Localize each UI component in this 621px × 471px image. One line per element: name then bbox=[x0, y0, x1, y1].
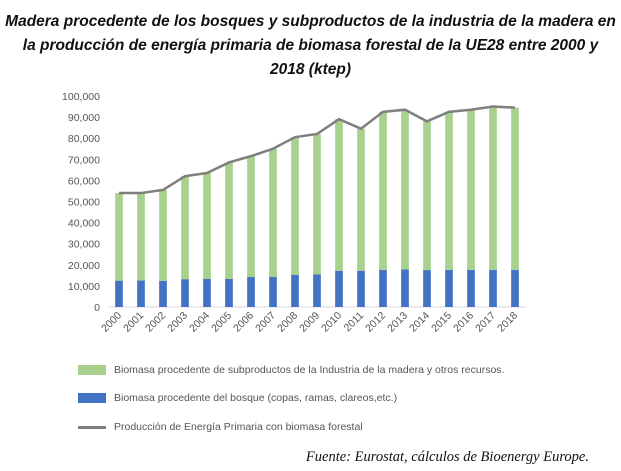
y-tick-label: 100,000 bbox=[62, 91, 100, 103]
bar-subproductos bbox=[247, 156, 255, 278]
chart-title: Madera procedente de los bosques y subpr… bbox=[5, 13, 616, 78]
bar-subproductos bbox=[269, 148, 277, 277]
x-axis: 2000200120022003200420052006200720082009… bbox=[99, 310, 520, 335]
legend-item-bosque: Biomasa procedente del bosque (copas, ra… bbox=[78, 390, 397, 406]
bar-bosque bbox=[445, 269, 453, 307]
bar-subproductos bbox=[313, 133, 321, 275]
x-tick-label: 2007 bbox=[253, 310, 278, 335]
x-tick-label: 2014 bbox=[407, 310, 432, 335]
x-tick-label: 2011 bbox=[342, 310, 367, 335]
x-tick-label: 2009 bbox=[297, 310, 322, 335]
legend-swatch-subproductos bbox=[78, 365, 106, 375]
legend-label-total: Producción de Energía Primaria con bioma… bbox=[114, 421, 363, 433]
y-tick-label: 60,000 bbox=[68, 175, 100, 187]
legend-swatch-total bbox=[78, 425, 106, 429]
bar-subproductos bbox=[225, 162, 233, 279]
y-tick-label: 0 bbox=[94, 302, 100, 314]
y-tick-label: 90,000 bbox=[68, 112, 100, 124]
legend-item-total: Producción de Energía Primaria con bioma… bbox=[78, 419, 363, 435]
x-tick-label: 2010 bbox=[319, 310, 344, 335]
y-tick-label: 70,000 bbox=[68, 154, 100, 166]
series-subproductos bbox=[115, 106, 519, 281]
x-tick-label: 2004 bbox=[187, 310, 212, 335]
bar-bosque bbox=[313, 274, 321, 307]
bar-subproductos bbox=[423, 121, 431, 271]
bar-bosque bbox=[159, 280, 167, 307]
x-tick-label: 2017 bbox=[473, 310, 498, 335]
bar-bosque bbox=[247, 277, 255, 307]
bar-bosque bbox=[137, 280, 145, 307]
bar-subproductos bbox=[511, 107, 519, 270]
x-tick-label: 2005 bbox=[209, 310, 234, 335]
y-tick-label: 30,000 bbox=[68, 239, 100, 251]
bar-bosque bbox=[269, 276, 277, 307]
bar-bosque bbox=[115, 280, 123, 307]
x-tick-label: 2003 bbox=[165, 310, 190, 335]
y-tick-label: 20,000 bbox=[68, 260, 100, 272]
legend-label-bosque: Biomasa procedente del bosque (copas, ra… bbox=[114, 392, 398, 404]
series-total-line bbox=[119, 105, 516, 195]
x-tick-label: 2013 bbox=[385, 310, 410, 335]
bar-subproductos bbox=[357, 128, 365, 271]
y-axis: 0 10,000 20,000 30,000 40,000 50,000 60,000 70,… bbox=[62, 91, 100, 314]
x-tick-label: 2015 bbox=[429, 310, 454, 335]
bar-bosque bbox=[225, 278, 233, 307]
x-tick-label: 2000 bbox=[99, 310, 124, 335]
y-tick-label: 80,000 bbox=[68, 133, 100, 145]
bar-bosque bbox=[467, 269, 475, 307]
x-tick-label: 2012 bbox=[363, 310, 388, 335]
y-tick-label: 40,000 bbox=[68, 218, 100, 230]
bar-subproductos bbox=[291, 137, 299, 275]
x-tick-label: 2018 bbox=[495, 310, 520, 335]
x-tick-label: 2001 bbox=[121, 310, 146, 335]
bar-subproductos bbox=[203, 173, 211, 279]
bar-bosque bbox=[423, 270, 431, 307]
source-note: Fuente: Eurostat, cálculos de Bioenergy … bbox=[305, 449, 589, 465]
legend-label-subproductos: Biomasa procedente de subproductos de la… bbox=[114, 364, 505, 376]
bar-subproductos bbox=[467, 109, 475, 270]
y-tick-label: 10,000 bbox=[68, 281, 100, 293]
bar-bosque bbox=[489, 269, 497, 307]
series-bosque bbox=[115, 269, 519, 307]
x-tick-label: 2006 bbox=[231, 310, 256, 335]
bar-bosque bbox=[511, 269, 519, 307]
bar-subproductos bbox=[137, 193, 145, 281]
legend-item-subproductos: Biomasa procedente de subproductos de la… bbox=[78, 362, 504, 378]
bar-subproductos bbox=[181, 176, 189, 280]
y-tick-label: 50,000 bbox=[68, 197, 100, 209]
bar-bosque bbox=[401, 269, 409, 307]
bar-subproductos bbox=[335, 119, 343, 271]
bar-subproductos bbox=[445, 111, 453, 270]
bar-subproductos bbox=[115, 193, 123, 281]
x-tick-label: 2002 bbox=[143, 310, 168, 335]
bar-bosque bbox=[291, 274, 299, 307]
x-tick-label: 2016 bbox=[451, 310, 476, 335]
bar-bosque bbox=[335, 270, 343, 307]
bar-bosque bbox=[357, 270, 365, 307]
x-tick-label: 2008 bbox=[275, 310, 300, 335]
bar-bosque bbox=[379, 269, 387, 307]
bar-subproductos bbox=[159, 189, 167, 281]
bar-bosque bbox=[203, 278, 211, 307]
bar-subproductos bbox=[379, 111, 387, 270]
bar-subproductos bbox=[489, 106, 497, 270]
bar-subproductos bbox=[401, 109, 409, 270]
legend-swatch-bosque bbox=[78, 393, 106, 403]
bar-bosque bbox=[181, 279, 189, 307]
